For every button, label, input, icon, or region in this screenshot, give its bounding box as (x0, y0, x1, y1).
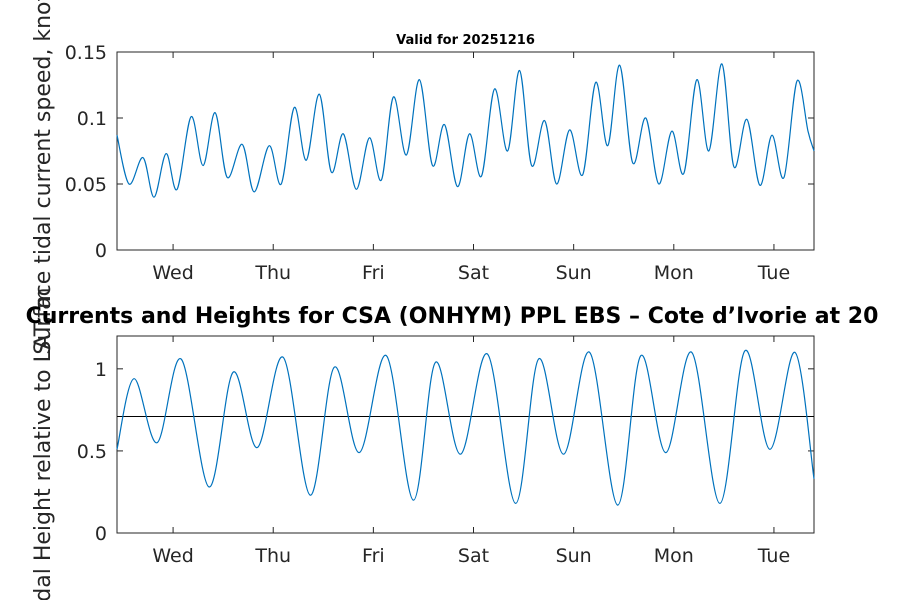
current-speed-title: Valid for 20251216 (396, 33, 535, 48)
current-speed-y-axis-label: Surface tidal current speed, knots (31, 0, 56, 355)
tidal-height-y-tick-label: 0 (95, 523, 107, 545)
tidal-height-y-axis-label: Tidal Height relative to LAT, m (31, 287, 56, 600)
tidal-height-series-line (116, 350, 815, 506)
tidal-height-x-tick-label: Thu (254, 545, 291, 567)
current-speed-panel: Valid for 20251216 0 0.05 0.1 0.15 Wed Thu Fr… (31, 0, 815, 355)
current-speed-series-line (116, 63, 815, 198)
current-speed-x-tick-label: Wed (152, 262, 193, 284)
tidal-height-panel: 0 0.5 1 Wed Thu Fri Sat Sun Mon Tue Tidal Height… (26, 287, 879, 600)
tidal-height-x-tick-label: Fri (362, 545, 385, 567)
tidal-height-x-tick-label: Sat (458, 545, 489, 567)
current-speed-x-tick-label: Fri (362, 262, 385, 284)
tidal-height-axes-box (116, 335, 815, 534)
current-speed-x-tick-label: Mon (654, 262, 694, 284)
current-speed-x-tick-label: Thu (254, 262, 291, 284)
tidal-height-x-tick-label: Tue (757, 545, 790, 567)
tidal-height-x-tick-label: Mon (654, 545, 694, 567)
current-speed-y-tick-label: 0.1 (77, 108, 107, 130)
current-speed-y-tick-label: 0.15 (65, 42, 107, 64)
tidal-height-y-tick-label: 0.5 (77, 441, 107, 463)
tidal-height-x-tick-label: Sun (556, 545, 592, 567)
tidal-height-y-tick-label: 1 (95, 359, 107, 381)
current-speed-y-tick-label: 0 (95, 240, 107, 262)
tidal-height-title: Currents and Heights for CSA (ONHYM) PPL… (26, 304, 879, 329)
tidal-height-x-tick-label: Wed (152, 545, 193, 567)
current-speed-x-tick-label: Sat (458, 262, 489, 284)
current-speed-y-tick-label: 0.05 (65, 174, 107, 196)
current-speed-x-tick-label: Sun (556, 262, 592, 284)
current-speed-x-tick-label: Tue (757, 262, 790, 284)
